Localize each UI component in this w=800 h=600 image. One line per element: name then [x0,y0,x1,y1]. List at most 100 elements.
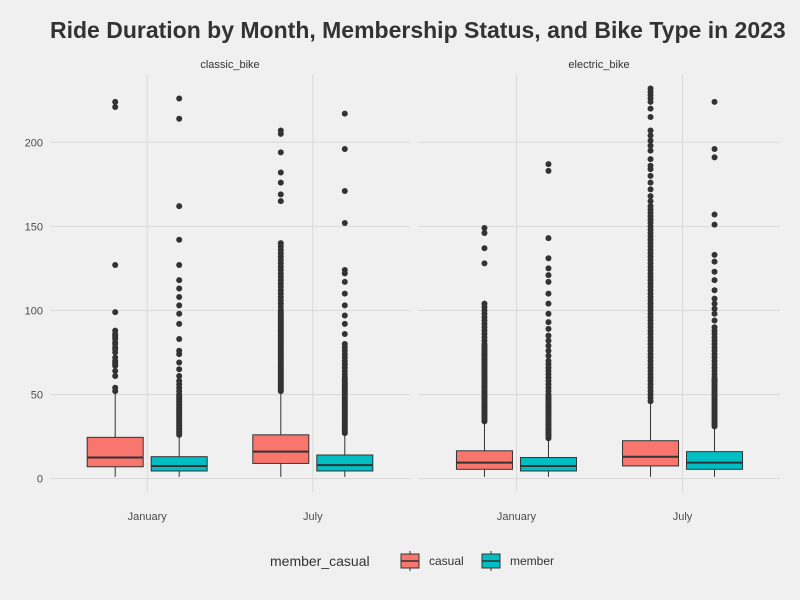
outlier-point [176,203,183,210]
box-body [252,434,310,464]
plot-area [86,85,744,477]
outlier-point [545,290,552,297]
panel-strip-label-classic: classic_bike [200,59,259,71]
outlier-point [176,293,183,300]
outlier-point [647,198,654,205]
x-tick-label: July [303,511,323,523]
outlier-point [711,251,718,258]
outlier-point [647,203,654,210]
outlier-point [341,330,348,337]
outlier-point [647,85,654,92]
outlier-point [481,245,488,252]
outlier-point [545,310,552,317]
outlier-point [647,147,654,154]
outlier-point [176,115,183,122]
outlier-point [545,347,552,354]
box-body [86,436,144,468]
outlier-point [341,302,348,309]
outlier-point [481,260,488,267]
outlier-point [711,221,718,228]
outlier-point [176,302,183,309]
y-tick-label: 0 [37,474,43,486]
outlier-point [341,290,348,297]
outlier-point [277,127,284,134]
outlier-point [481,300,488,307]
outlier-point [647,132,654,139]
outlier-point [711,145,718,152]
outlier-point [647,114,654,121]
outlier-point [545,278,552,285]
outlier-point [545,161,552,168]
outlier-point [176,347,183,354]
x-tick-label: July [673,511,693,523]
outlier-point [711,310,718,317]
legend-key-casual [400,551,420,571]
outlier-point [711,317,718,324]
box-casual-classic_bike-July [252,127,310,477]
legend-label-casual: casual [429,554,464,568]
outlier-point [647,156,654,163]
outlier-point [341,110,348,117]
outlier-point [112,327,119,334]
box-member-electric_bike-January [519,161,577,477]
outlier-point [711,277,718,284]
chart-title: Ride Duration by Month, Membership Statu… [50,17,786,43]
outlier-point [647,172,654,179]
outlier-point [112,384,119,391]
y-tick-label: 50 [31,389,43,401]
outlier-point [341,267,348,274]
outlier-point [711,268,718,275]
outlier-point [545,300,552,307]
outlier-point [647,127,654,134]
y-tick-label: 150 [25,221,43,233]
outlier-point [112,309,119,316]
outlier-point [341,188,348,195]
outlier-point [481,230,488,237]
outlier-point [176,285,183,292]
outlier-point [176,366,183,373]
box-body [519,457,577,472]
outlier-point [481,225,488,232]
legend-label-member: member [510,554,554,568]
outlier-point [545,167,552,174]
outlier-point [176,310,183,317]
y-tick-label: 100 [25,305,43,317]
outlier-point [545,319,552,326]
outlier-point [341,320,348,327]
legend-keys [400,551,501,571]
outlier-point [647,137,654,144]
box-casual-electric_bike-January [455,225,513,477]
outlier-point [112,98,119,105]
outlier-point [711,305,718,312]
box-member-classic_bike-January [150,95,208,477]
outlier-point [711,98,718,105]
outlier-point [341,219,348,226]
box-member-classic_bike-July [316,110,374,477]
outlier-point [341,278,348,285]
outlier-point [277,240,284,247]
box-member-electric_bike-July [686,98,744,477]
panel-strip-label-electric: electric_bike [568,59,629,71]
box-body [686,451,744,470]
outlier-point [647,105,654,112]
outlier-point [176,277,183,284]
x-tick-label: January [128,511,168,523]
outlier-point [647,193,654,200]
outlier-point [545,357,552,364]
legend-title: member_casual [270,553,370,569]
outlier-point [112,262,119,269]
outlier-point [176,372,183,379]
outlier-point [112,372,119,379]
outlier-point [647,179,654,186]
box-body [316,454,374,472]
outlier-point [176,335,183,342]
outlier-point [545,337,552,344]
grid-lines [50,75,780,492]
outlier-point [176,95,183,102]
outlier-point [711,287,718,294]
outlier-point [176,320,183,327]
outlier-point [277,179,284,186]
outlier-point [711,211,718,218]
outlier-point [277,149,284,156]
